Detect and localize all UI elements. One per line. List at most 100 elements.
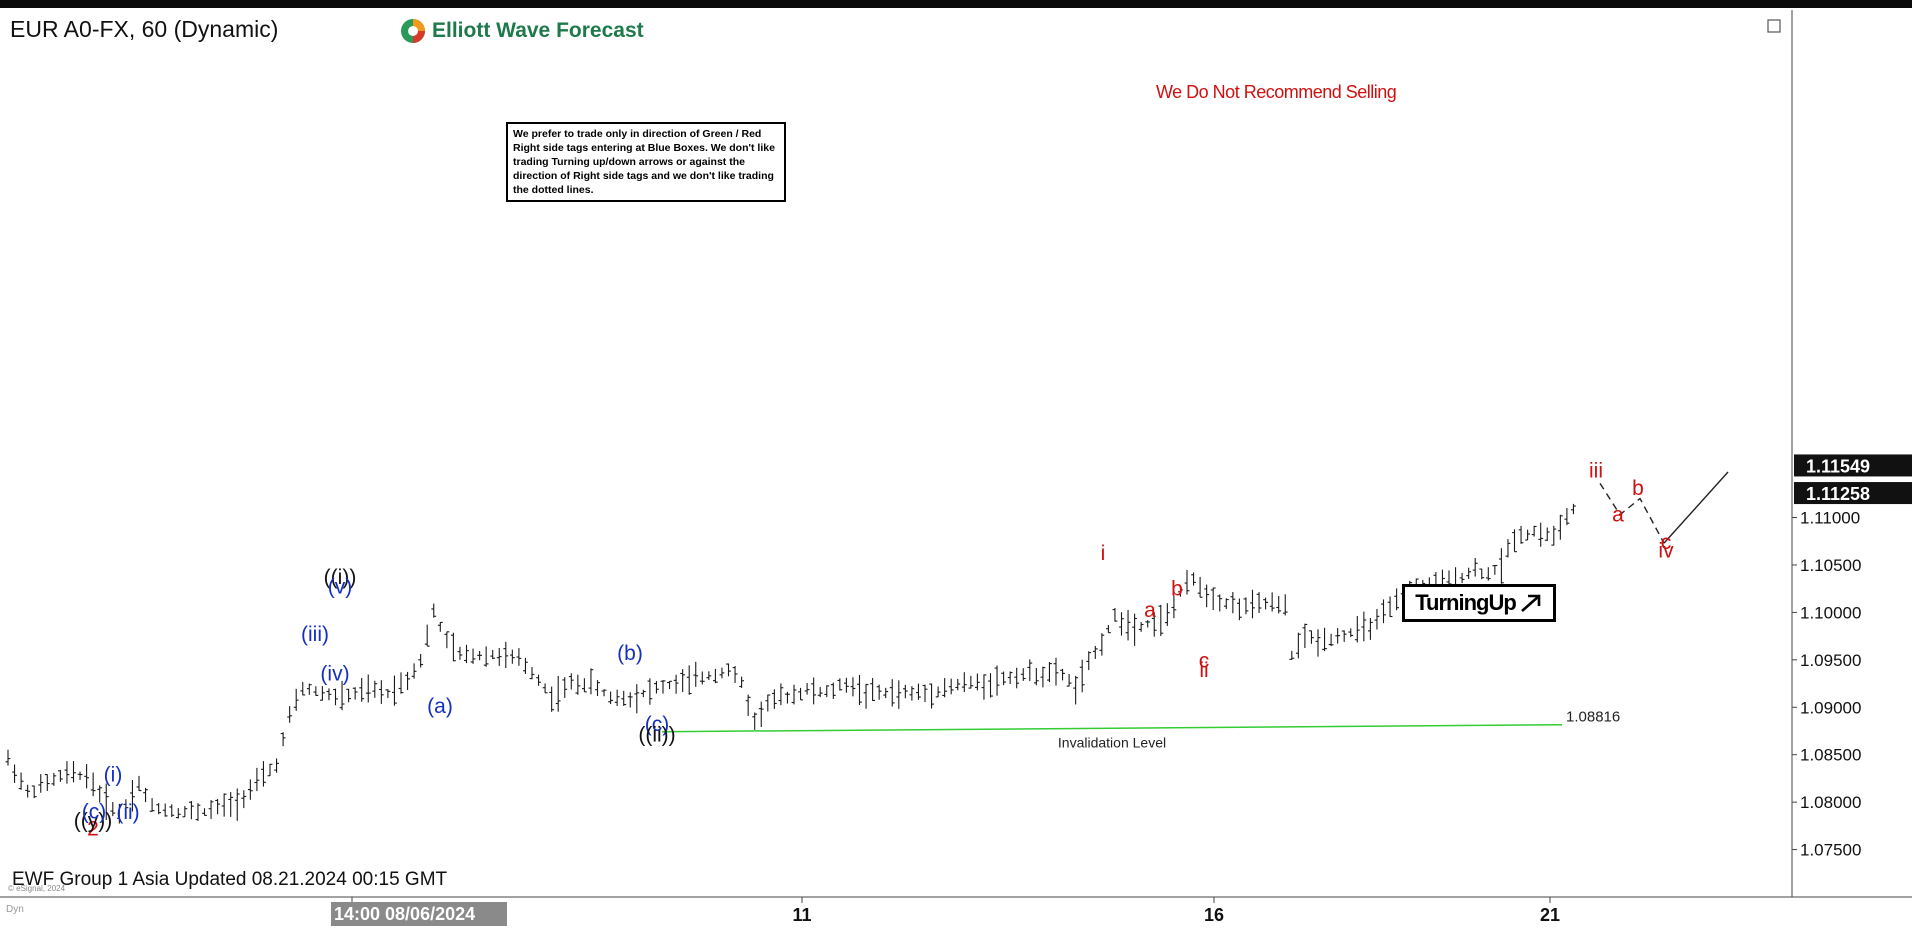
price-bars — [5, 503, 1576, 824]
price-bar — [1459, 573, 1465, 584]
price-bar — [143, 787, 148, 803]
price-bar — [1328, 633, 1334, 647]
price-bar — [634, 684, 640, 714]
price-bar — [1020, 668, 1026, 681]
wave-label: ((y)) — [74, 810, 112, 833]
brand-logo: Elliott Wave Forecast — [400, 18, 644, 44]
price-bar — [1119, 612, 1124, 636]
price-bar — [726, 663, 731, 677]
price-bar — [25, 784, 31, 798]
price-bar — [261, 761, 266, 787]
price-bar — [437, 621, 443, 632]
price-bar — [850, 677, 856, 697]
x-tick-label: 14:00 08/06/2024 — [334, 904, 475, 924]
price-bar — [1551, 525, 1557, 546]
invalidation-value-label: 1.08816 — [1566, 709, 1620, 726]
price-bar — [595, 680, 600, 696]
price-bar — [988, 673, 993, 698]
price-bar — [1210, 587, 1216, 611]
price-bar — [1151, 612, 1157, 637]
price-bar — [12, 764, 17, 783]
price-bar — [208, 800, 214, 819]
price-bar — [1256, 592, 1262, 613]
price-bar — [608, 691, 613, 705]
price-bar — [457, 646, 463, 660]
price-bar — [182, 806, 188, 818]
price-bar — [1499, 548, 1504, 584]
wave-label: b — [1632, 477, 1644, 500]
price-bar — [234, 788, 240, 821]
price-bar — [817, 687, 823, 698]
price-bar — [883, 687, 889, 699]
price-bar — [1112, 608, 1118, 622]
price-bar — [961, 672, 967, 692]
price-bar — [1335, 628, 1341, 644]
price-bar — [1164, 603, 1170, 626]
price-bar — [464, 644, 469, 664]
brand-name: Elliott Wave Forecast — [432, 19, 644, 42]
price-bar — [431, 603, 437, 618]
wave-label: (i) — [104, 763, 123, 786]
invalidation-level-label: Invalidation Level — [1058, 735, 1166, 751]
turning-up-label: TurningUp — [1415, 590, 1517, 615]
price-bar — [778, 683, 784, 706]
price-bar — [1479, 568, 1485, 580]
price-bar — [31, 785, 37, 799]
price-bar — [116, 803, 122, 824]
price-bar — [1086, 651, 1092, 671]
price-bar — [1007, 671, 1013, 684]
price-bar — [837, 678, 843, 691]
price-bar — [71, 761, 76, 783]
projection-continuation-line — [1663, 471, 1729, 544]
wave-label: (c) — [645, 713, 670, 736]
price-bar — [228, 792, 234, 817]
price-bar — [392, 675, 397, 706]
price-bar — [418, 653, 424, 668]
price-bar — [352, 687, 358, 700]
price-bar — [18, 772, 24, 790]
price-bar — [1223, 598, 1229, 609]
price-bar — [902, 684, 908, 699]
price-bar — [706, 671, 712, 681]
price-bar — [195, 803, 201, 821]
price-bar — [588, 668, 594, 695]
price-bar — [647, 678, 653, 705]
price-bar — [529, 667, 535, 680]
price-bar — [97, 785, 103, 803]
price-flag — [1794, 454, 1912, 477]
price-bar — [169, 804, 175, 817]
price-bar — [785, 691, 790, 704]
price-bar — [1387, 596, 1393, 618]
price-bar — [1564, 508, 1570, 526]
price-bar — [1125, 609, 1131, 641]
wave-labels: 2((y))(c)(i)(ii)((i))(v)(iii)(iv)(a)(b)(… — [74, 460, 1674, 841]
wave-label: (ii) — [116, 801, 139, 824]
price-bar — [568, 673, 574, 690]
price-flag-label: 1.11258 — [1806, 484, 1870, 504]
wave-label: 2 — [87, 817, 99, 840]
price-bar — [1066, 673, 1072, 687]
price-bar — [509, 649, 515, 664]
wave-label: b — [1171, 577, 1183, 600]
wave-label: iii — [1589, 460, 1603, 483]
x-tick-label: 11 — [792, 905, 811, 925]
price-bar — [1178, 588, 1183, 597]
price-bar — [58, 769, 63, 782]
price-bar — [1263, 597, 1268, 610]
price-bar — [811, 677, 817, 705]
price-bar — [686, 665, 692, 695]
price-bar — [1092, 645, 1098, 659]
projection-path — [1599, 471, 1729, 544]
price-bar — [621, 690, 627, 706]
dyn-mode-button[interactable]: Dyn — [6, 904, 24, 915]
price-bar — [51, 772, 57, 786]
price-bar — [84, 764, 89, 789]
price-bar — [359, 677, 365, 702]
chart-title: EUR A0-FX, 60 (Dynamic) — [10, 16, 279, 42]
price-bar — [470, 648, 476, 664]
price-bar — [542, 683, 548, 694]
y-tick-label: 1.10000 — [1800, 603, 1861, 622]
price-bar — [1145, 620, 1151, 628]
price-bar — [1001, 671, 1006, 686]
price-bar — [1158, 604, 1164, 637]
